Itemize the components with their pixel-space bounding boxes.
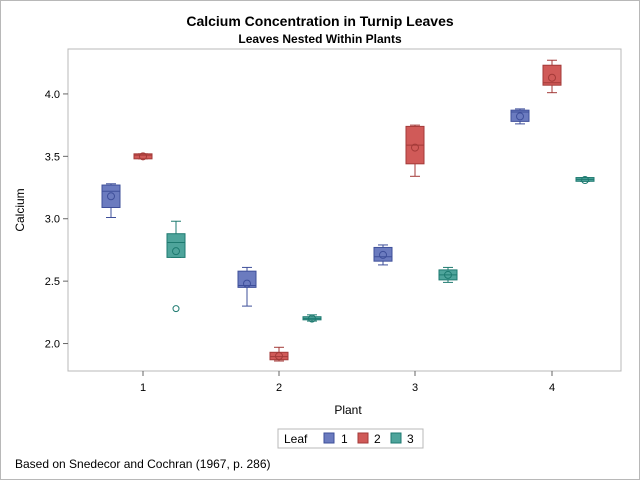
legend-label-3: 3 — [407, 432, 414, 446]
box-plot-leaf-2-plant-3 — [405, 124, 425, 177]
y-axis-label: Calcium — [13, 188, 27, 231]
y-tick-label: 3.5 — [45, 151, 60, 163]
mean-marker — [107, 192, 115, 201]
y-axis: 2.0 2.5 3.0 3.5 4.0 — [45, 89, 68, 351]
y-tick-label: 2.0 — [45, 339, 60, 351]
box-iqr — [373, 246, 393, 262]
box-series-group — [101, 59, 595, 362]
plot-area — [67, 48, 622, 372]
x-tick-label: 2 — [276, 382, 282, 394]
mean-marker — [139, 152, 147, 161]
box-iqr — [269, 351, 289, 361]
box-plot-leaf-1-plant-2 — [237, 266, 257, 307]
box-iqr — [237, 270, 257, 288]
legend: Leaf 1 2 3 — [277, 428, 424, 449]
y-tick-label: 4.0 — [45, 89, 60, 101]
box-plot-leaf-2-plant-2 — [269, 346, 289, 362]
box-plot-leaf-1-plant-1 — [101, 183, 121, 218]
x-tick-label: 4 — [549, 382, 555, 394]
box-iqr — [510, 109, 530, 122]
box-plot-leaf-3-plant-3 — [438, 266, 458, 283]
box-iqr — [101, 184, 121, 209]
y-tick-label: 2.5 — [45, 276, 60, 288]
mean-marker — [516, 112, 524, 121]
outlier-point — [172, 305, 180, 313]
legend-title: Leaf — [284, 432, 308, 446]
mean-marker — [275, 352, 283, 361]
legend-label-1: 1 — [341, 432, 348, 446]
box-plot-leaf-2-plant-1 — [133, 152, 153, 161]
x-axis-label: Plant — [334, 403, 362, 417]
mean-marker — [581, 176, 589, 185]
mean-marker — [444, 270, 452, 279]
mean-marker — [172, 247, 180, 256]
x-tick-label: 1 — [140, 382, 146, 394]
mean-marker — [243, 279, 251, 288]
chart-title: Calcium Concentration in Turnip Leaves — [186, 13, 454, 29]
y-tick-label: 3.0 — [45, 214, 60, 226]
chart-subtitle: Leaves Nested Within Plants — [238, 32, 402, 46]
box-iqr — [133, 153, 153, 160]
legend-swatch-3 — [390, 432, 402, 444]
legend-label-2: 2 — [374, 432, 381, 446]
box-plot-leaf-1-plant-4 — [510, 108, 530, 125]
legend-border — [277, 428, 424, 449]
legend-swatch-2 — [357, 432, 369, 444]
mean-marker — [308, 314, 316, 323]
footnote: Based on Snedecor and Cochran (1967, p. … — [15, 457, 271, 471]
legend-swatch-1 — [323, 432, 335, 444]
mean-marker — [548, 73, 556, 82]
box-plot-leaf-3-plant-4 — [575, 176, 595, 185]
x-tick-label: 3 — [412, 382, 418, 394]
x-axis: 1 2 3 4 — [140, 371, 555, 394]
box-iqr — [542, 64, 562, 86]
mean-marker — [379, 250, 387, 259]
box-plot-leaf-3-plant-1 — [166, 220, 186, 313]
box-plot-leaf-1-plant-3 — [373, 244, 393, 266]
mean-marker — [411, 143, 419, 152]
box-plot-leaf-3-plant-2 — [302, 314, 322, 323]
box-plot-leaf-2-plant-4 — [542, 59, 562, 94]
box-iqr — [166, 233, 186, 258]
